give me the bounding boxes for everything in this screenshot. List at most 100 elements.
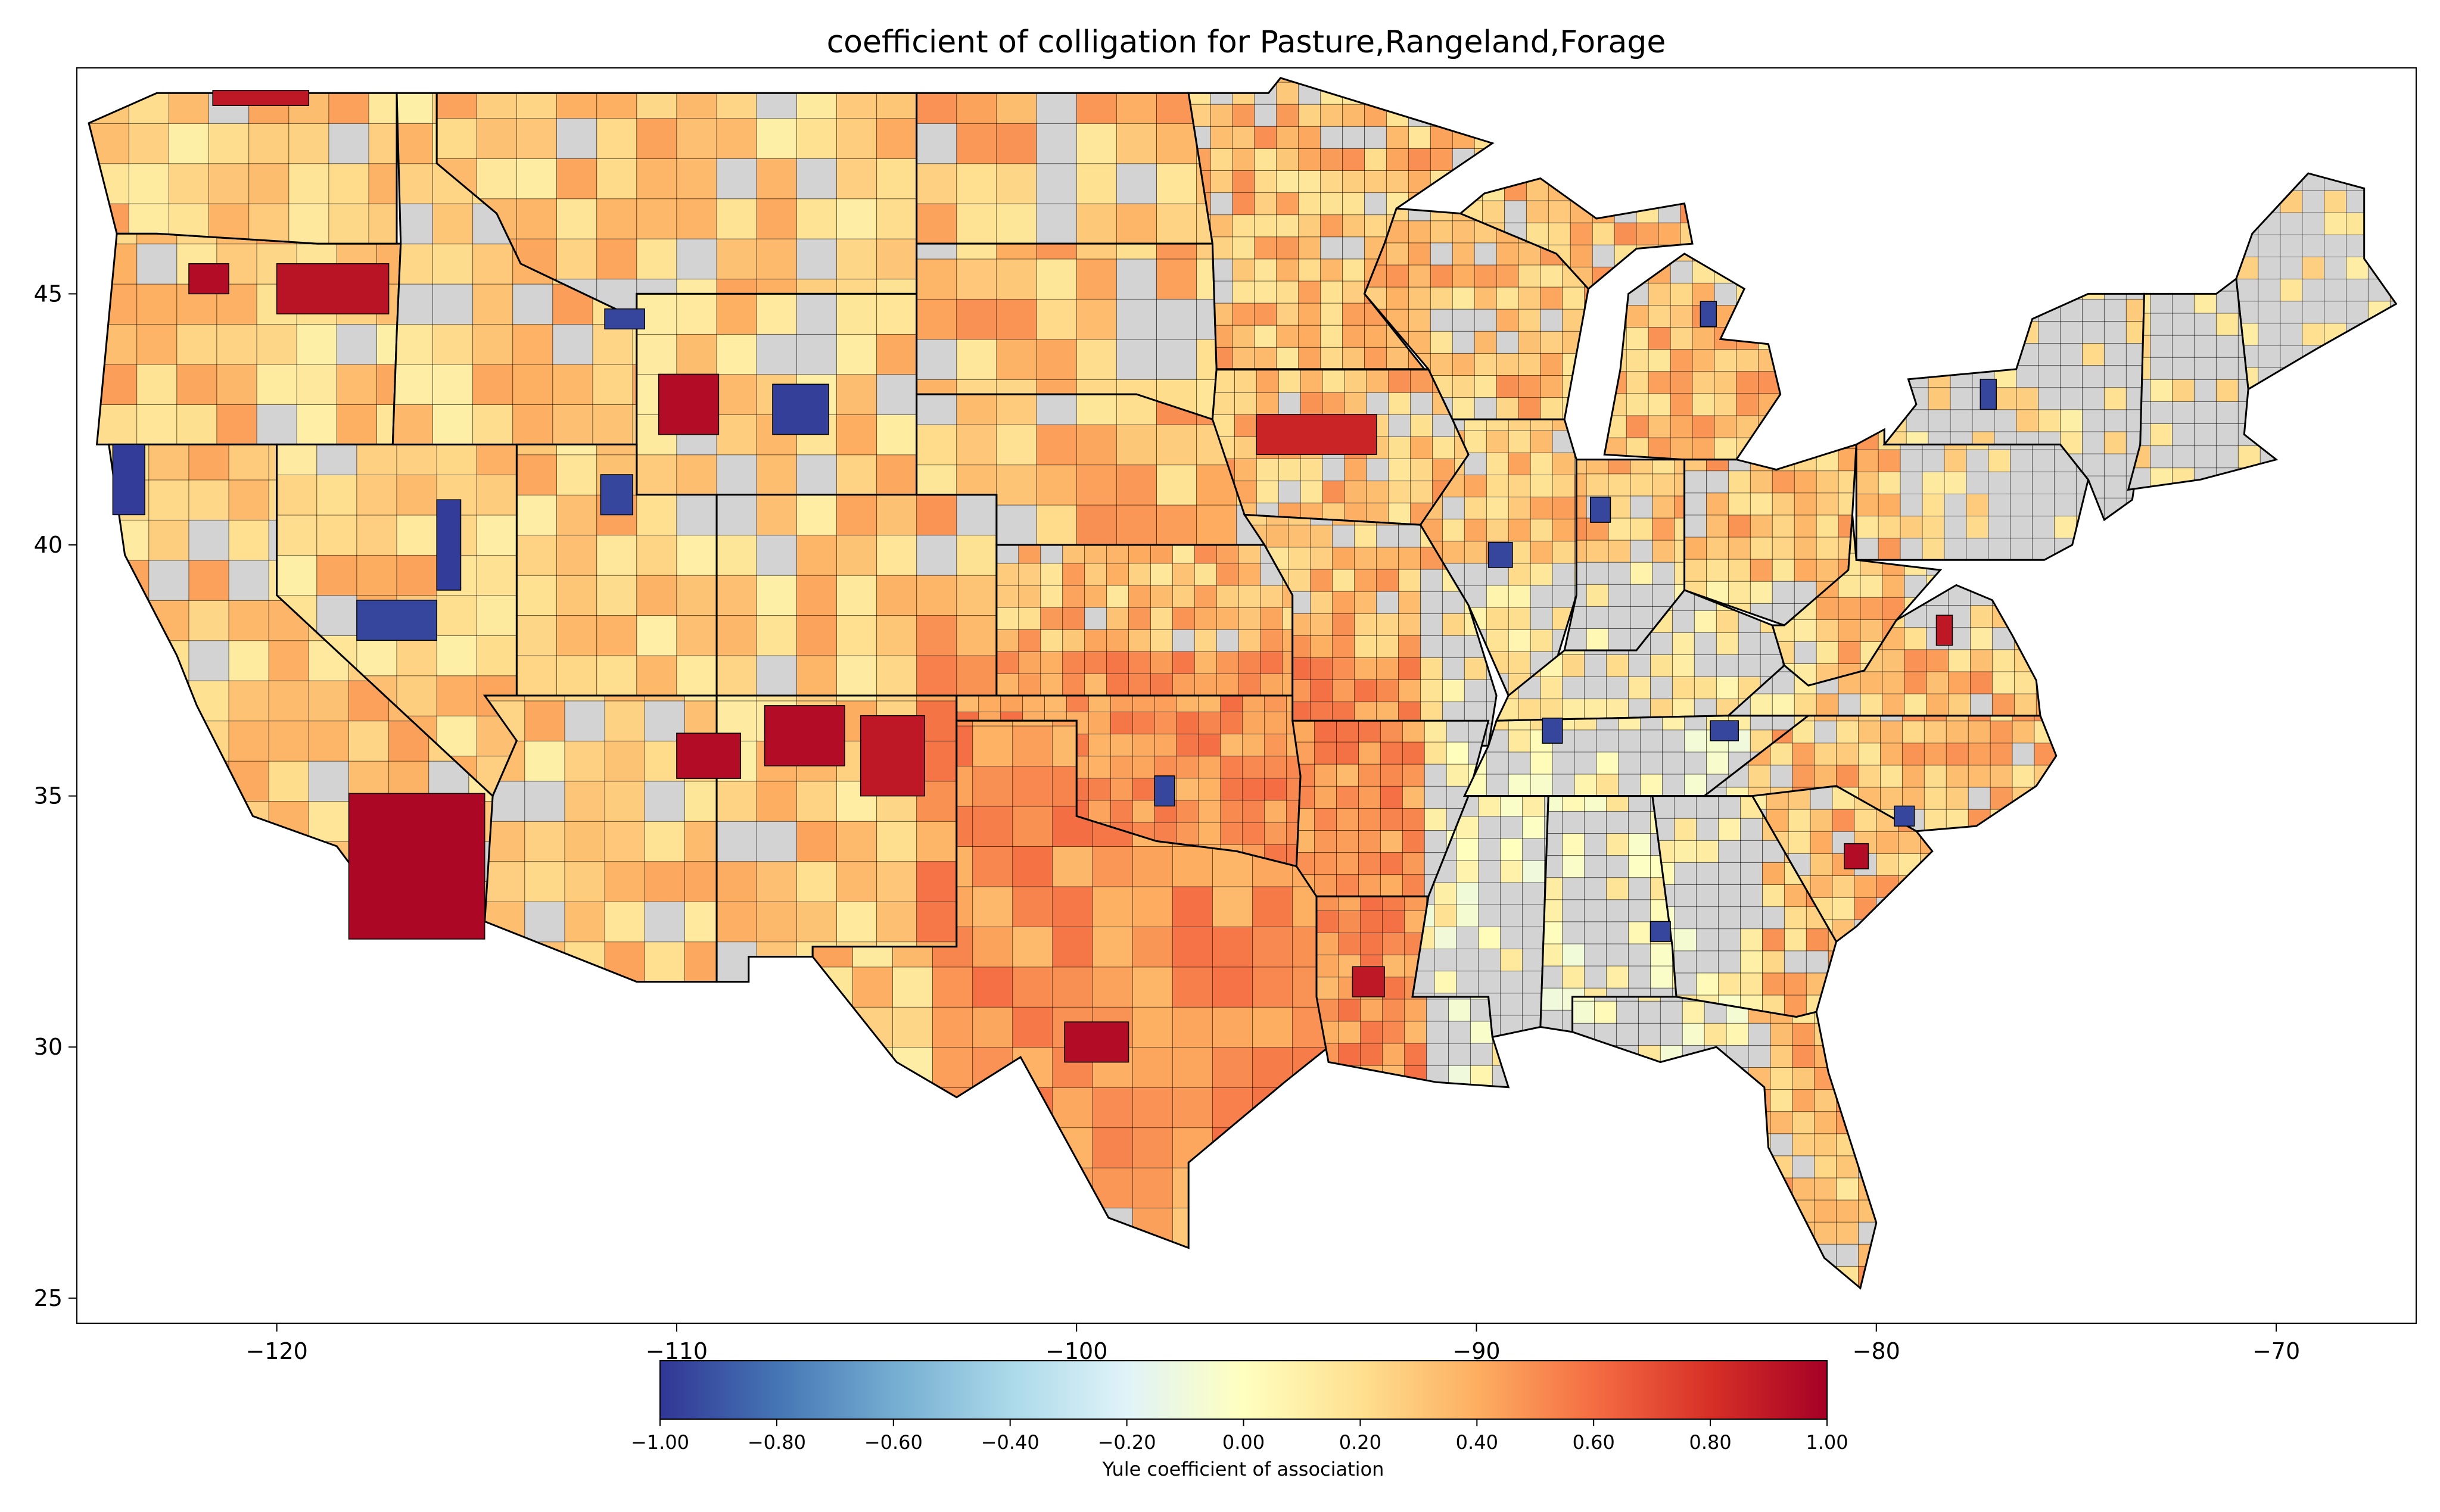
county-cell: [2038, 342, 2061, 366]
county-cell: [2324, 173, 2347, 191]
county-cell: [1950, 298, 1973, 322]
county-cell: [176, 323, 217, 365]
county-cell: [1264, 755, 1287, 779]
county-cell: [1442, 613, 1465, 636]
county-cell: [1994, 298, 2017, 322]
county-cell: [1540, 331, 1563, 354]
county-cell: [1036, 424, 1078, 466]
county-cell: [1748, 764, 1771, 788]
county-cell: [1376, 546, 1399, 570]
county-cell: [1364, 77, 1387, 83]
county-cell: [1696, 884, 1719, 908]
county-cell: [2150, 401, 2173, 425]
county-cell: [1630, 517, 1653, 541]
county-highlight: [1844, 843, 1869, 869]
county-cell: [1194, 585, 1218, 608]
county-cell: [1298, 170, 1321, 194]
county-cell: [1584, 331, 1589, 354]
county-cell: [1196, 298, 1217, 340]
county-cell: [1638, 1000, 1661, 1024]
county-cell: [1322, 480, 1345, 504]
county-cell: [1432, 458, 1455, 482]
county-cell: [836, 238, 877, 280]
county-cell: [1452, 286, 1476, 310]
county-cell: [1292, 1167, 1329, 1209]
county-cell: [1336, 721, 1359, 743]
county-cell: [717, 696, 758, 702]
county-cell: [813, 1087, 854, 1128]
county-cell: [756, 696, 798, 702]
county-cell: [756, 333, 798, 375]
county-cell: [1216, 545, 1240, 564]
county-cell: [1928, 294, 1951, 300]
county-cell: [1780, 260, 1781, 283]
county-cell: [1426, 998, 1449, 1022]
county-cell: [1310, 679, 1333, 703]
county-cell: [1748, 1177, 1771, 1201]
county-cell: [1670, 326, 1694, 350]
county-cell: [1092, 966, 1134, 1008]
county-cell: [472, 323, 513, 365]
county-cell: [1860, 671, 1883, 694]
county-cell: [1928, 386, 1951, 410]
county-cell: [1474, 375, 1498, 398]
county-cell: [1486, 474, 1510, 498]
county-cell: [1110, 755, 1134, 779]
county-cell: [1836, 1000, 1859, 1024]
county-cell: [1788, 809, 1812, 832]
county-cell: [1572, 1155, 1595, 1179]
county-cell: [1630, 606, 1653, 629]
county-cell: [1092, 1087, 1134, 1128]
county-cell: [836, 655, 877, 696]
county-cell: [1670, 304, 1694, 328]
county-cell: [1900, 493, 1923, 517]
county-cell: [2032, 471, 2055, 495]
county-cell: [1116, 244, 1157, 260]
county-cell: [1770, 1067, 1793, 1090]
county-cell: [1404, 1020, 1427, 1044]
county-cell: [684, 941, 717, 982]
county-cell: [1076, 244, 1118, 260]
county-cell: [1714, 254, 1737, 261]
county-cell: [1614, 222, 1638, 245]
county-cell: [1838, 448, 1857, 472]
county-cell: [1616, 1111, 1639, 1134]
county-cell: [2324, 212, 2347, 235]
county-cell: [1858, 1177, 1876, 1201]
county-cell: [596, 238, 637, 280]
colorbar-tick-label: 1.00: [1806, 1431, 1848, 1454]
county-cell: [1358, 763, 1381, 787]
county-cell: [516, 158, 558, 199]
y-tick-label: 45: [34, 280, 63, 307]
county-cell: [1530, 496, 1554, 520]
county-cell: [1452, 242, 1476, 266]
county-cell: [996, 629, 1019, 652]
county-cell: [2324, 256, 2347, 280]
county-cell: [1252, 1167, 1293, 1209]
county-cell: [1110, 799, 1134, 823]
county-cell: [1424, 721, 1448, 743]
county-cell: [676, 238, 718, 280]
county-cell: [876, 294, 917, 335]
county-cell: [1904, 671, 1927, 694]
county-cell: [1970, 626, 1993, 650]
county-cell: [1738, 632, 1761, 655]
y-tick-label: 30: [34, 1034, 63, 1060]
county-cell: [1968, 764, 1991, 788]
county-cell: [1991, 626, 2015, 650]
county-cell: [1336, 852, 1359, 875]
county-cell: [1254, 280, 1277, 304]
county-cell: [1408, 264, 1431, 288]
county-cell: [2013, 585, 2037, 606]
county-cell: [1906, 342, 1929, 366]
county-cell: [1298, 148, 1321, 171]
county-cell: [604, 941, 646, 982]
county-cell: [1430, 331, 1454, 354]
county-cell: [1638, 1067, 1661, 1090]
county-cell: [1398, 546, 1421, 570]
county-cell: [476, 93, 518, 119]
county-cell: [1736, 260, 1759, 283]
county-cell: [876, 454, 917, 495]
county-highlight: [658, 373, 720, 435]
county-cell: [89, 163, 130, 204]
